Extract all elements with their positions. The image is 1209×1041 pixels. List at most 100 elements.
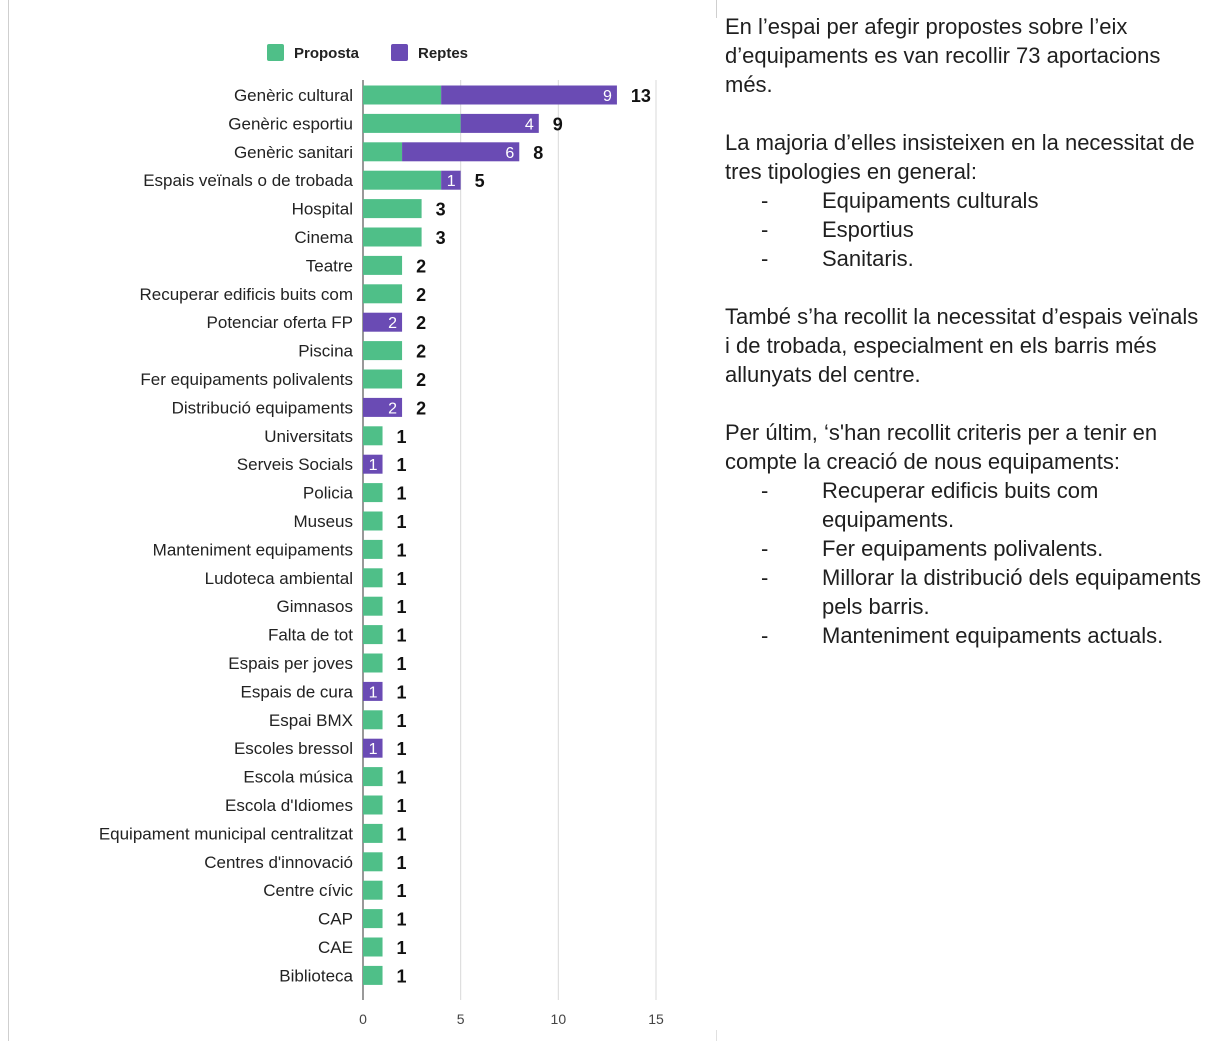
category-label: Centre cívic bbox=[263, 881, 353, 900]
bar-segment bbox=[363, 909, 383, 929]
total-data-label: 2 bbox=[416, 370, 426, 390]
total-data-label: 2 bbox=[416, 256, 426, 276]
bar-segment bbox=[363, 880, 383, 900]
chart-panel: 0 5 10 15 Proposta Reptes Genèric cultural 9 13 G… bbox=[8, 0, 714, 1041]
bar-segment bbox=[363, 397, 403, 417]
bar-segment bbox=[363, 795, 383, 815]
total-data-label: 2 bbox=[416, 313, 426, 333]
category-label: CAE bbox=[318, 938, 353, 957]
category-label: Policia bbox=[303, 484, 354, 503]
total-data-label: 2 bbox=[416, 398, 426, 418]
total-data-label: 3 bbox=[436, 228, 446, 248]
bar-segment bbox=[363, 767, 383, 787]
category-label: Equipament municipal centralitzat bbox=[99, 824, 353, 843]
bar-segment bbox=[363, 965, 383, 985]
segment-data-label: 2 bbox=[388, 400, 397, 417]
bar-segment bbox=[363, 199, 422, 219]
bullet-dash: - bbox=[761, 623, 769, 648]
total-data-label: 1 bbox=[397, 853, 407, 873]
total-data-label: 2 bbox=[416, 342, 426, 362]
bullet-dash: - bbox=[761, 217, 769, 242]
bar-segment bbox=[363, 227, 422, 247]
criteria-paragraph: Per últim, ‘s'han recollit criteris per … bbox=[725, 420, 1158, 474]
total-data-label: 1 bbox=[397, 512, 407, 532]
total-data-label: 1 bbox=[397, 540, 407, 560]
bar-segment bbox=[363, 255, 403, 275]
category-label: Gimnasos bbox=[276, 597, 353, 616]
legend-label: Reptes bbox=[418, 45, 468, 62]
list-item: - Equipaments culturals bbox=[725, 186, 1209, 215]
category-label: Serveis Socials bbox=[237, 455, 353, 474]
list-item: - Fer equipaments polivalents. bbox=[725, 534, 1209, 563]
category-label: Cinema bbox=[294, 228, 353, 247]
list-item-text: Equipaments culturals bbox=[822, 188, 1039, 213]
x-tick-label: 15 bbox=[648, 1011, 664, 1027]
bar-segment bbox=[363, 738, 383, 758]
legend-label: Proposta bbox=[294, 45, 360, 62]
total-data-label: 1 bbox=[397, 768, 407, 788]
list-item: - Sanitaris. bbox=[725, 244, 1209, 273]
x-tick-label: 5 bbox=[457, 1011, 465, 1027]
list-item-text: Millorar la distribució dels equipaments… bbox=[822, 565, 1202, 619]
category-label: Espais de cura bbox=[241, 682, 354, 701]
category-label: Escola música bbox=[243, 768, 353, 787]
segment-data-label: 2 bbox=[388, 315, 397, 332]
category-label: Genèric esportiu bbox=[228, 114, 353, 133]
total-data-label: 1 bbox=[397, 796, 407, 816]
list-item-text: Esportius bbox=[822, 217, 914, 242]
bullet-dash: - bbox=[761, 478, 769, 503]
category-label: CAP bbox=[318, 910, 353, 929]
segment-data-label: 9 bbox=[603, 88, 612, 105]
x-tick-label: 0 bbox=[359, 1011, 367, 1027]
bar-segment bbox=[363, 511, 383, 531]
bar-segment bbox=[363, 568, 383, 588]
category-label: Distribució equipaments bbox=[172, 398, 353, 417]
bullet-dash: - bbox=[761, 188, 769, 213]
list-item-text: Manteniment equipaments actuals. bbox=[822, 623, 1164, 648]
legend-swatch bbox=[391, 44, 408, 61]
bar-segment bbox=[363, 170, 442, 190]
category-label: Centres d'innovació bbox=[204, 853, 353, 872]
segment-data-label: 4 bbox=[525, 116, 534, 133]
intro-paragraph: En l’espai per afegir propostes sobre l’… bbox=[725, 14, 1161, 97]
types-list: - Equipaments culturals - Esportius - Sanit… bbox=[725, 186, 1209, 273]
bar-segment bbox=[363, 625, 383, 645]
bar-segment bbox=[441, 85, 617, 105]
category-label: Espais veïnals o de trobada bbox=[143, 171, 353, 190]
segment-data-label: 6 bbox=[505, 145, 514, 162]
total-data-label: 1 bbox=[397, 881, 407, 901]
category-label: Piscina bbox=[298, 342, 353, 361]
total-data-label: 1 bbox=[397, 626, 407, 646]
total-data-label: 1 bbox=[397, 938, 407, 958]
category-label: Museus bbox=[293, 512, 353, 531]
bar-segment bbox=[363, 710, 383, 730]
segment-data-label: 1 bbox=[369, 457, 378, 474]
bar-segment bbox=[363, 681, 383, 701]
neighbourhood-paragraph: També s’ha recollit la necessitat d’espa… bbox=[725, 304, 1199, 387]
bar-segment bbox=[363, 369, 403, 389]
total-data-label: 2 bbox=[416, 285, 426, 305]
bar-segment bbox=[363, 937, 383, 957]
bar-segment bbox=[363, 85, 442, 105]
total-data-label: 5 bbox=[475, 171, 485, 191]
category-label: Escoles bressol bbox=[234, 739, 353, 758]
total-data-label: 1 bbox=[397, 597, 407, 617]
total-data-label: 1 bbox=[397, 484, 407, 504]
category-label: Genèric sanitari bbox=[234, 143, 353, 162]
divider-line bbox=[716, 0, 717, 18]
category-label: Fer equipaments polivalents bbox=[140, 370, 353, 389]
bar-segment bbox=[460, 113, 539, 133]
divider-line-bottom bbox=[716, 1030, 717, 1041]
total-data-label: 9 bbox=[553, 114, 563, 134]
category-label: Potenciar oferta FP bbox=[207, 313, 353, 332]
criteria-list: - Recuperar edificis buits com equipament… bbox=[725, 476, 1209, 650]
list-item: - Recuperar edificis buits com equipament… bbox=[725, 476, 1209, 534]
total-data-label: 1 bbox=[397, 427, 407, 447]
list-item: - Esportius bbox=[725, 215, 1209, 244]
total-data-label: 8 bbox=[533, 143, 543, 163]
list-item-text: Fer equipaments polivalents. bbox=[822, 536, 1104, 561]
category-label: Escola d'Idiomes bbox=[225, 796, 353, 815]
bar-segment bbox=[363, 142, 403, 162]
list-item: - Millorar la distribució dels equipament… bbox=[725, 563, 1209, 621]
